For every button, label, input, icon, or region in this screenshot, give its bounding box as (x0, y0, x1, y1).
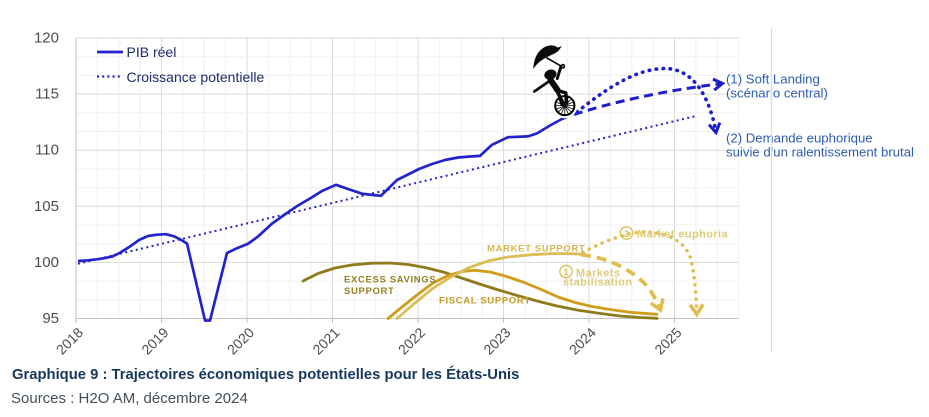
svg-text:110: 110 (35, 142, 59, 159)
svg-text:suivie d'un ralentissement bru: suivie d'un ralentissement brutal (726, 145, 914, 160)
svg-text:120: 120 (34, 30, 59, 47)
svg-text:(scénario central): (scénario central) (726, 86, 828, 101)
svg-text:105: 105 (34, 198, 59, 215)
svg-text:SUPPORT: SUPPORT (344, 286, 394, 297)
svg-text:Graphique 9 : Trajectoires éco: Graphique 9 : Trajectoires économiques p… (12, 366, 519, 383)
svg-text:Croissance potentielle: Croissance potentielle (127, 69, 265, 85)
svg-text:Market euphoria: Market euphoria (637, 229, 728, 241)
svg-text:1: 1 (563, 267, 568, 277)
svg-text:2: 2 (624, 229, 629, 239)
svg-text:MARKET SUPPORT: MARKET SUPPORT (487, 244, 585, 255)
svg-text:EXCESS SAVINGS: EXCESS SAVINGS (344, 275, 436, 286)
svg-text:115: 115 (35, 86, 59, 103)
svg-text:(2) Demande euphorique: (2) Demande euphorique (726, 131, 873, 146)
svg-text:100: 100 (34, 254, 59, 271)
svg-text:95: 95 (42, 310, 59, 327)
svg-text:Sources : H2O AM, décembre 202: Sources : H2O AM, décembre 2024 (11, 390, 248, 407)
svg-text:FISCAL SUPPORT: FISCAL SUPPORT (439, 296, 531, 307)
svg-text:stabilisation: stabilisation (563, 277, 632, 289)
svg-text:PIB réel: PIB réel (127, 44, 177, 60)
svg-text:Markets: Markets (576, 268, 620, 280)
svg-text:(1) Soft Landing: (1) Soft Landing (726, 72, 820, 87)
